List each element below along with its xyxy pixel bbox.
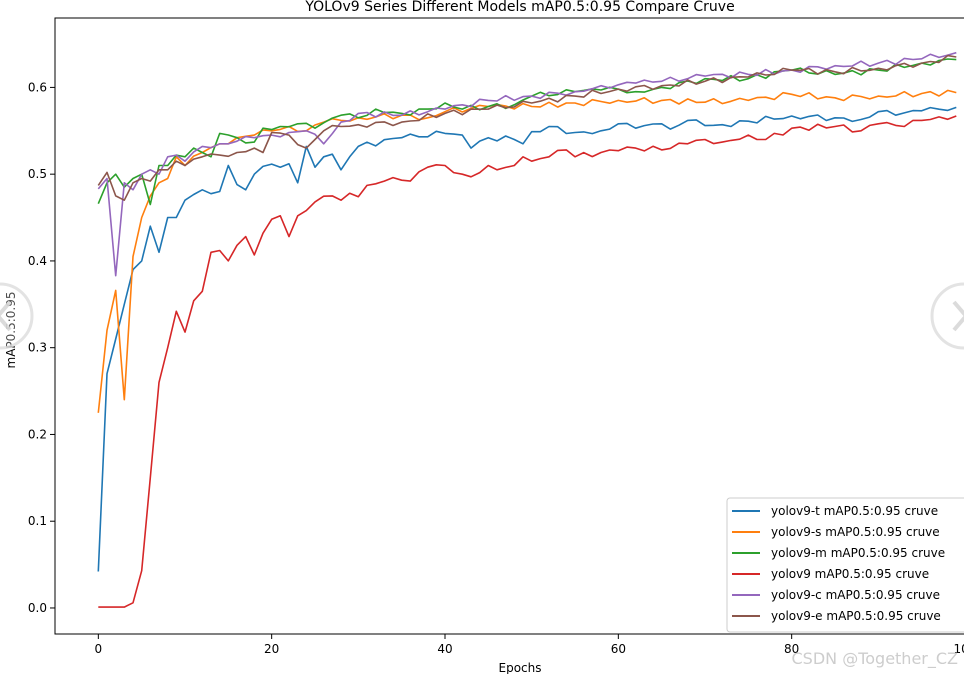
y-tick-label: 0.4 [28,254,47,268]
x-tick-label: 80 [784,642,799,656]
legend-label: yolov9-s mAP0.5:0.95 cruve [771,525,940,539]
y-tick-label: 0.3 [28,341,47,355]
chevron-right-icon[interactable] [928,280,964,352]
x-tick-label: 100 [954,642,964,656]
series-line-0 [97,106,957,572]
y-tick-label: 0.1 [28,514,47,528]
y-tick-label: 0.0 [28,601,47,615]
legend-label: yolov9 mAP0.5:0.95 cruve [771,567,929,581]
chevron-left-icon[interactable] [0,280,36,352]
y-tick-label: 0.5 [28,167,47,181]
legend-label: yolov9-e mAP0.5:0.95 cruve [771,609,941,623]
legend-label: yolov9-m mAP0.5:0.95 cruve [771,546,945,560]
x-tick-label: 0 [95,642,103,656]
x-tick-label: 60 [611,642,626,656]
legend-label: yolov9-t mAP0.5:0.95 cruve [771,504,938,518]
legend: yolov9-t mAP0.5:0.95 cruve yolov9-s mAP0.… [726,497,964,633]
series-line-4 [97,51,957,277]
series-line-2 [97,58,957,206]
plot-area [54,17,964,635]
y-tick-label: 0.6 [28,80,47,94]
x-tick-label: 20 [264,642,279,656]
x-axis-label: Epochs [499,661,542,674]
watermark: CSDN @Together_CZ [791,649,958,668]
y-axis-label: mAP0.5:0.95 [4,292,18,369]
series-line-1 [97,89,957,413]
y-tick-label: 0.2 [28,427,47,441]
series-line-3 [98,115,957,608]
chart-title: YOLOv9 Series Different Models mAP0.5:0.… [304,0,734,15]
legend-box [726,497,964,633]
legend-label: yolov9-c mAP0.5:0.95 cruve [771,588,940,602]
series-line-5 [97,54,957,201]
x-tick-label: 40 [437,642,452,656]
